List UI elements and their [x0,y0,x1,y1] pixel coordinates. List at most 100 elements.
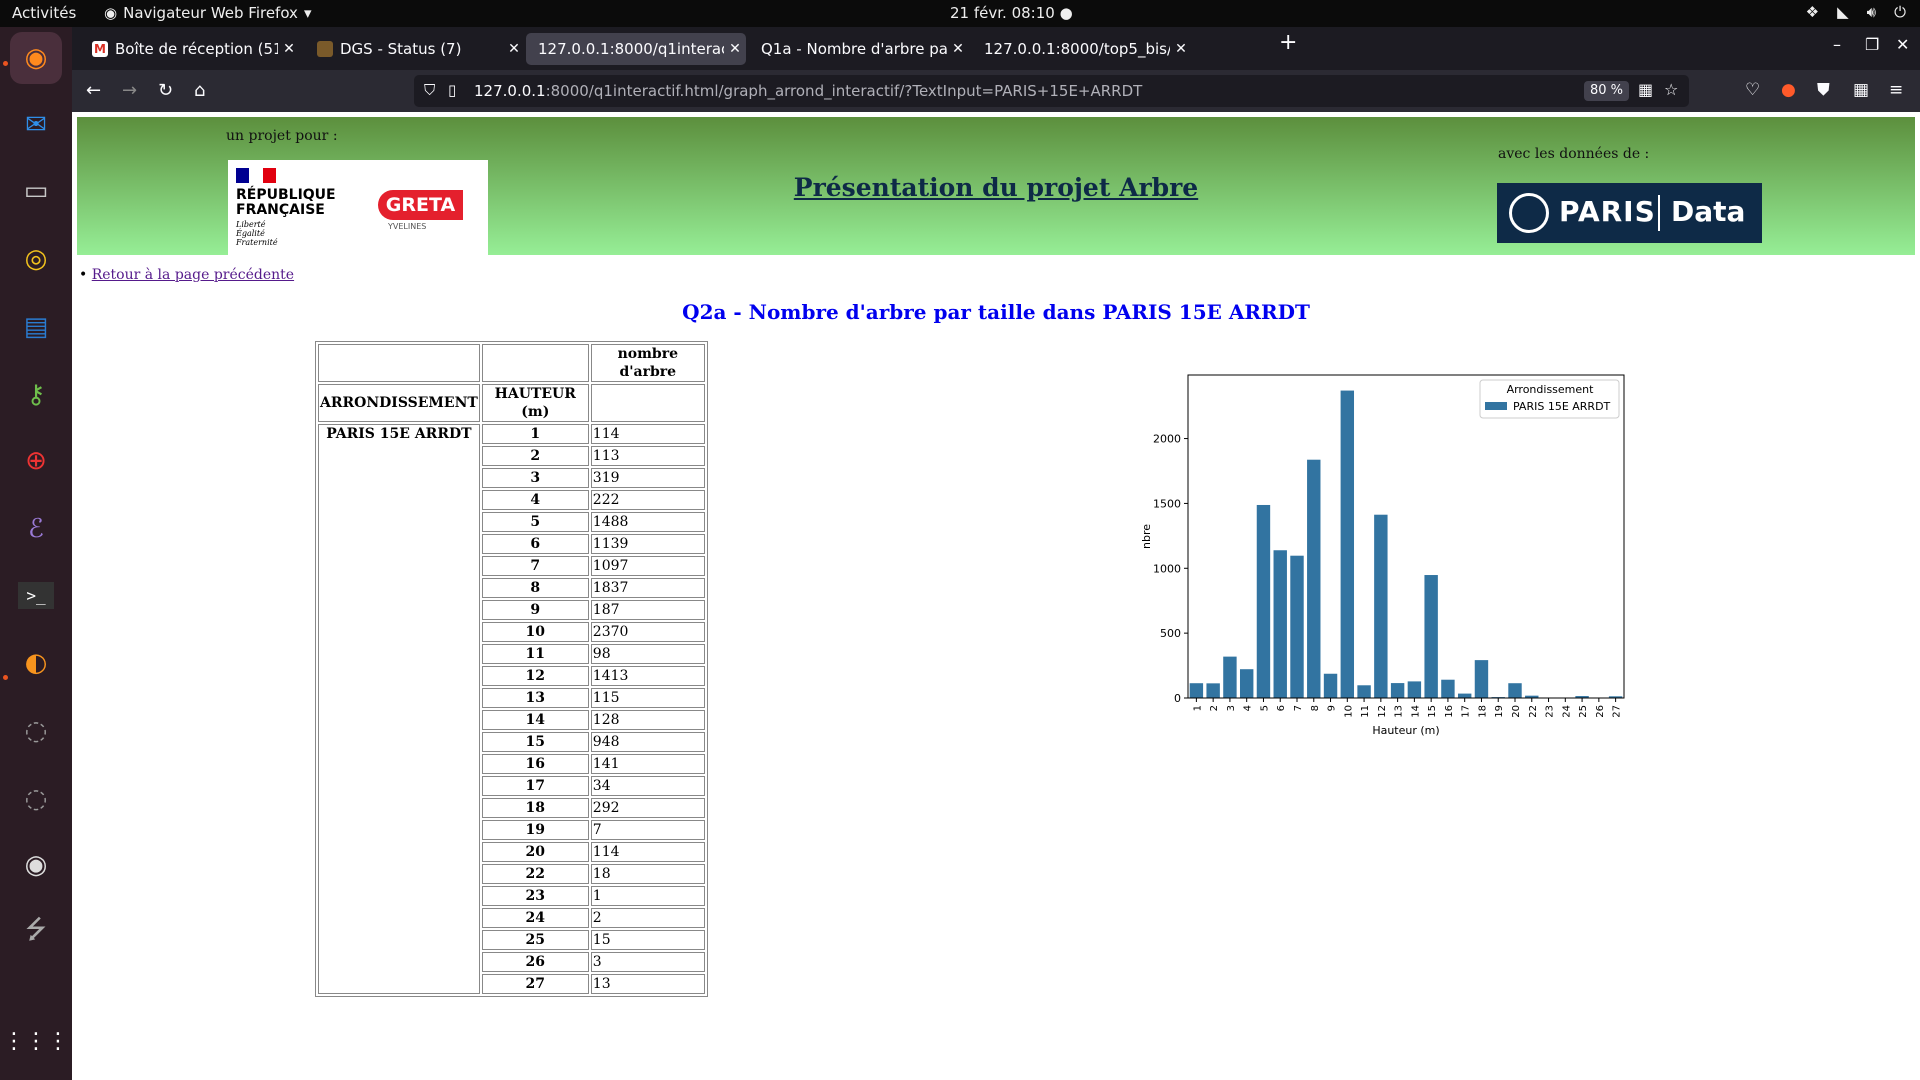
height-cell: 3 [481,468,589,488]
minimize-icon[interactable]: – [1833,35,1841,54]
dvd-dock-icon[interactable]: ◉ [24,850,48,880]
count-cell: 3 [590,952,705,972]
restore-icon[interactable]: ❐ [1865,35,1880,54]
paris-label: PARIS [1559,195,1656,228]
bar [1357,685,1371,698]
height-cell: 2 [481,446,589,466]
clock[interactable]: 21 févr. 08:10 ● [950,4,1073,22]
bar [1273,550,1287,698]
window-close-icon[interactable]: ✕ [1896,35,1910,54]
count-cell: 292 [590,798,705,818]
thunderbird-dock-icon[interactable]: ✉ [25,110,47,140]
emacs-dock-icon[interactable]: ℰ [28,514,44,544]
chart-heading: Q2a - Nombre d'arbre par taille dans PAR… [682,300,1310,324]
qr-code-icon[interactable]: ▦ [1638,80,1654,99]
back-link-item: • Retour à la page précédente [79,267,295,283]
height-cell: 10 [481,622,589,642]
system-tray[interactable]: ❖ ◣ 🔊︎ ⏻ [1806,3,1906,21]
firefox-dock-icon[interactable]: ◉ [10,32,62,84]
x-tick-label: 11 [1360,705,1371,718]
close-icon[interactable]: ✕ [729,41,741,57]
url-text[interactable]: 127.0.0.1:8000/q1interactif.html/graph_a… [474,82,1142,100]
firefox-icon: ◉ [104,4,118,22]
tab-q1a[interactable]: Q1a - Nombre d'arbre par arrond ✕ [749,33,969,65]
terminal-dock-icon[interactable]: >_ [10,569,62,621]
rhythmbox-dock-icon[interactable]: ◎ [24,244,48,274]
x-tick-label: 15 [1427,705,1438,718]
height-cell: 8 [481,578,589,598]
new-tab-plus-icon[interactable]: + [1279,30,1298,55]
bar [1390,683,1405,698]
keepass-dock-icon[interactable]: ⚷ [26,380,46,410]
screenshot-dock-icon[interactable]: ⊕ [25,446,47,476]
bar [1457,693,1472,698]
height-cell: 1 [481,424,589,444]
tab-q1interactif[interactable]: 127.0.0.1:8000/q1interactif.html ✕ [526,33,746,65]
close-icon[interactable]: ✕ [1175,41,1187,57]
page-info-icon[interactable]: ▯ [448,81,457,99]
rf-label: RÉPUBLIQUE FRANÇAISE [236,187,336,218]
tab-dgs-status[interactable]: DGS - Status (7) ✕ [305,33,525,65]
table-row: 5 1488 [318,512,705,532]
bookmark-star-icon[interactable]: ☆ [1664,80,1679,99]
reload-icon[interactable]: ↻ [158,80,174,101]
count-cell: 222 [590,490,705,510]
app-menu[interactable]: ◉ Navigateur Web Firefox ▾ [104,4,311,22]
tab-gmail[interactable]: M Boîte de réception (51) - ✕ [80,33,300,65]
usb-dock-icon[interactable]: ⭍ [25,915,47,945]
menu-hamburger-icon[interactable]: ≡ [1889,80,1904,100]
pocket-icon[interactable]: ♡ [1745,80,1761,100]
privacy-badger-icon[interactable]: ⛊ [1817,80,1830,100]
close-icon[interactable]: ✕ [508,41,520,57]
table-row: 19 7 [318,820,705,840]
height-cell: 14 [481,710,589,730]
plot-frame [1187,374,1625,699]
height-cell: 5 [481,512,589,532]
tab-title: 127.0.0.1:8000/q1interactif.html [538,40,724,58]
activities-button[interactable]: Activités [12,4,77,22]
files-dock-icon[interactable]: ▭ [23,176,49,206]
eclipse-dock-icon[interactable]: ◐ [24,648,48,678]
home-icon[interactable]: ⌂ [194,80,206,101]
table-row: 26 3 [318,952,705,972]
close-icon[interactable]: ✕ [952,41,964,57]
url-bar[interactable]: ⛉ ▯ 127.0.0.1:8000/q1interactif.html/gra… [414,75,1689,107]
shield-icon[interactable]: ⛉ [424,81,436,99]
back-arrow-icon[interactable]: ← [86,80,102,101]
logo-divider [1658,195,1660,231]
back-link[interactable]: Retour à la page précédente [91,267,295,283]
count-cell: 141 [590,754,705,774]
bar [1441,679,1455,698]
clock-label: 21 févr. 08:10 [950,4,1055,22]
forward-arrow-icon[interactable]: → [122,80,138,101]
tab-top5-bis[interactable]: 127.0.0.1:8000/top5_bis/ ✕ [972,33,1192,65]
table-row: 27 13 [318,974,705,994]
x-tick-label: 17 [1461,705,1472,718]
zoom-level[interactable]: 80 % [1584,81,1630,101]
count-cell: 18 [590,864,705,884]
x-tick-label: 23 [1545,705,1556,718]
count-cell: 1413 [590,666,705,686]
disk-dock-icon[interactable]: ◌ [24,716,48,746]
writer-dock-icon[interactable]: ▤ [23,312,49,342]
x-tick-label: 9 [1327,705,1338,711]
height-cell: 4 [481,490,589,510]
show-apps-icon[interactable]: ⋮⋮⋮ [3,1028,69,1054]
table-row: 24 2 [318,908,705,928]
x-tick-label: 25 [1578,705,1589,718]
running-indicator [3,675,8,680]
web-page: un projet pour : RÉPUBLIQUE FRANÇAISE Li… [72,112,1920,1080]
count-cell: 114 [590,424,705,444]
count-cell: 113 [590,446,705,466]
extension-icon[interactable]: ● [1781,80,1796,100]
left-caption: un projet pour : [226,128,338,144]
extensions-icon[interactable]: ▦ [1853,80,1870,100]
legend-entry: PARIS 15E ARRDT [1513,400,1611,413]
rf-motto-label: Liberté Égalité Fraternité [236,220,278,247]
table-row: 15 948 [318,732,705,752]
x-tick-label: 8 [1310,705,1321,711]
page-title[interactable]: Présentation du projet Arbre [793,173,1199,202]
disk-dock-icon[interactable]: ◌ [24,784,48,814]
count-cell: 115 [590,688,705,708]
close-icon[interactable]: ✕ [283,41,295,57]
